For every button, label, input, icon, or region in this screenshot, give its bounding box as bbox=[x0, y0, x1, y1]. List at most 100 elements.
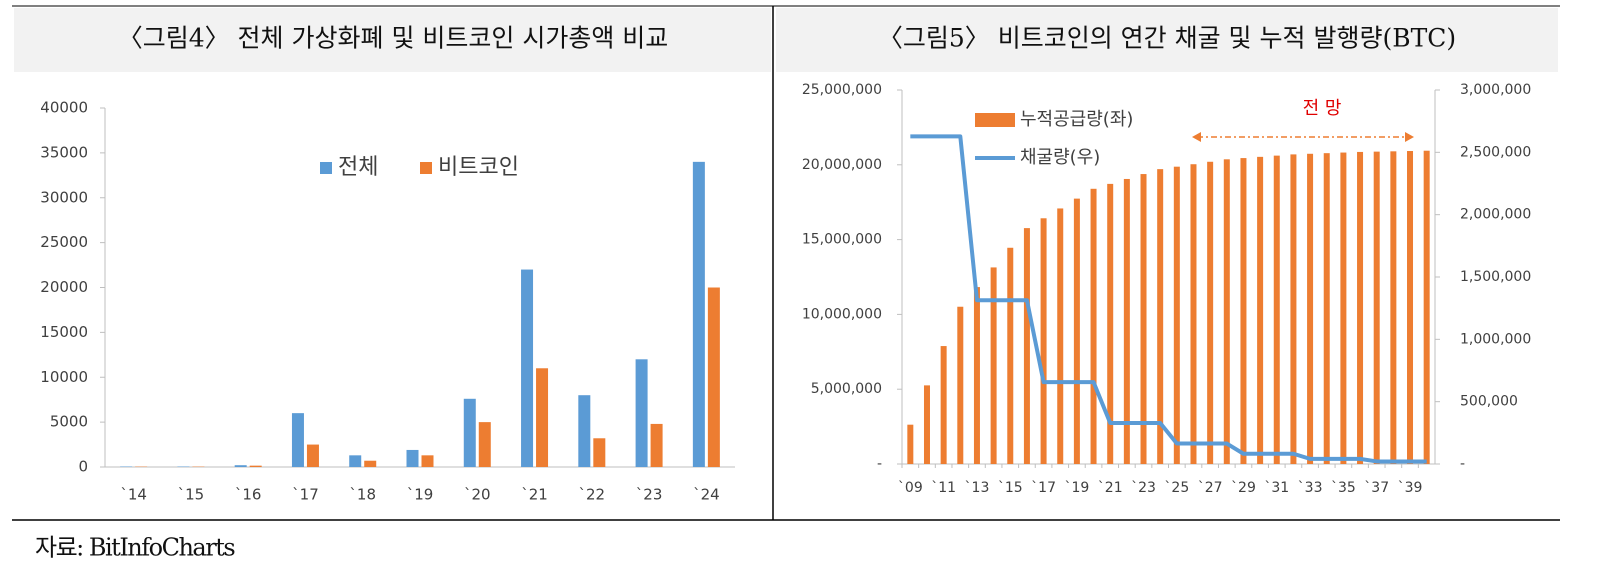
x-tick-label: `21 bbox=[1098, 480, 1123, 496]
bar bbox=[536, 368, 549, 467]
bar bbox=[1357, 151, 1364, 464]
x-tick-label: `17 bbox=[292, 486, 319, 504]
title-band bbox=[14, 8, 771, 72]
y2-tick-label: 500,000 bbox=[1460, 394, 1518, 410]
bar bbox=[1190, 164, 1197, 464]
x-tick-label: `23 bbox=[636, 486, 663, 504]
y-tick-label: 5,000,000 bbox=[811, 381, 882, 397]
y2-tick-label: 3,000,000 bbox=[1460, 82, 1531, 98]
bar bbox=[478, 422, 491, 467]
bar bbox=[1173, 166, 1180, 464]
annotation: 전 망 bbox=[1303, 98, 1342, 119]
chart-title: 〈그림4〉 전체 가상화폐 및 비트코인 시가총액 비교 bbox=[118, 24, 669, 53]
x-tick-label: `13 bbox=[965, 480, 990, 496]
y-tick-label: 20000 bbox=[40, 278, 88, 296]
x-tick-label: `29 bbox=[1231, 480, 1256, 496]
bar bbox=[1007, 247, 1014, 464]
bar bbox=[1423, 150, 1430, 465]
bar bbox=[923, 385, 930, 464]
bar bbox=[1140, 174, 1147, 464]
x-tick-label: `22 bbox=[579, 486, 606, 504]
bar bbox=[1057, 208, 1064, 464]
x-tick-label: `15 bbox=[178, 486, 205, 504]
legend-swatch bbox=[420, 162, 432, 174]
bar bbox=[973, 287, 980, 464]
bar bbox=[249, 465, 262, 467]
y2-tick-label: - bbox=[1460, 456, 1465, 472]
bar bbox=[907, 424, 914, 464]
bar bbox=[1240, 158, 1247, 464]
bar bbox=[1323, 153, 1330, 464]
bar bbox=[1273, 155, 1280, 465]
y-tick-label: 0 bbox=[78, 458, 88, 476]
bar bbox=[635, 359, 648, 467]
y2-tick-label: 2,000,000 bbox=[1460, 207, 1531, 223]
legend-label: 누적공급량(좌) bbox=[1020, 109, 1133, 130]
x-tick-label: `23 bbox=[1131, 480, 1156, 496]
x-tick-label: `25 bbox=[1164, 480, 1189, 496]
bar bbox=[1090, 188, 1097, 464]
y-tick-label: 5000 bbox=[50, 413, 88, 431]
x-tick-label: `19 bbox=[1064, 480, 1089, 496]
bar bbox=[406, 449, 419, 467]
y-tick-label: 20,000,000 bbox=[802, 157, 882, 173]
legend-swatch bbox=[975, 113, 1015, 127]
bar bbox=[593, 438, 606, 467]
bar bbox=[1390, 151, 1397, 464]
bar bbox=[990, 267, 997, 464]
bar bbox=[940, 346, 947, 464]
bar bbox=[1123, 178, 1130, 465]
x-tick-label: `14 bbox=[120, 486, 147, 504]
legend-swatch bbox=[320, 162, 332, 174]
bar bbox=[1307, 153, 1314, 465]
bar bbox=[1290, 154, 1297, 464]
x-tick-label: `35 bbox=[1331, 480, 1356, 496]
y-tick-label: 10,000,000 bbox=[802, 306, 882, 322]
y2-tick-label: 1,500,000 bbox=[1460, 269, 1531, 285]
bar bbox=[650, 423, 663, 467]
bar bbox=[421, 455, 434, 467]
chart-title: 〈그림5〉 비트코인의 연간 채굴 및 누적 발행량(BTC) bbox=[878, 24, 1456, 53]
y-tick-label: 10000 bbox=[40, 368, 88, 386]
y-tick-label: 15000 bbox=[40, 323, 88, 341]
legend-label: 전체 bbox=[338, 155, 378, 180]
bar bbox=[1223, 159, 1230, 464]
y2-tick-label: 2,500,000 bbox=[1460, 144, 1531, 160]
bar bbox=[692, 161, 705, 467]
bar bbox=[1257, 156, 1264, 465]
y-tick-label: 40000 bbox=[40, 99, 88, 117]
y-tick-label: 25000 bbox=[40, 233, 88, 251]
y2-tick-label: 1,000,000 bbox=[1460, 331, 1531, 347]
bar bbox=[291, 413, 304, 467]
bar bbox=[578, 395, 591, 467]
y-tick-label: 30000 bbox=[40, 188, 88, 206]
bar bbox=[349, 455, 362, 467]
x-tick-label: `18 bbox=[349, 486, 376, 504]
x-tick-label: `16 bbox=[235, 486, 262, 504]
title-band bbox=[776, 8, 1558, 72]
bar bbox=[1107, 183, 1114, 465]
x-tick-label: `27 bbox=[1198, 480, 1223, 496]
bar bbox=[1157, 169, 1164, 464]
bar bbox=[306, 444, 319, 467]
bar bbox=[707, 287, 720, 467]
y-tick-label: 25,000,000 bbox=[802, 82, 882, 98]
x-tick-label: `20 bbox=[464, 486, 491, 504]
bar bbox=[521, 269, 534, 467]
x-tick-label: `24 bbox=[693, 486, 720, 504]
x-tick-label: `09 bbox=[898, 480, 923, 496]
bar bbox=[1407, 151, 1414, 464]
source: 자료: BitInfoCharts bbox=[35, 534, 235, 562]
x-tick-label: `37 bbox=[1364, 480, 1389, 496]
y-tick-label: 15,000,000 bbox=[802, 232, 882, 248]
y-tick-label: - bbox=[877, 456, 882, 472]
bar bbox=[957, 306, 964, 464]
bar bbox=[1340, 152, 1347, 464]
x-tick-label: `33 bbox=[1298, 480, 1323, 496]
x-tick-label: `39 bbox=[1398, 480, 1423, 496]
bar bbox=[1373, 151, 1380, 465]
bar bbox=[463, 398, 476, 467]
bar bbox=[234, 465, 247, 467]
x-tick-label: `11 bbox=[931, 480, 956, 496]
